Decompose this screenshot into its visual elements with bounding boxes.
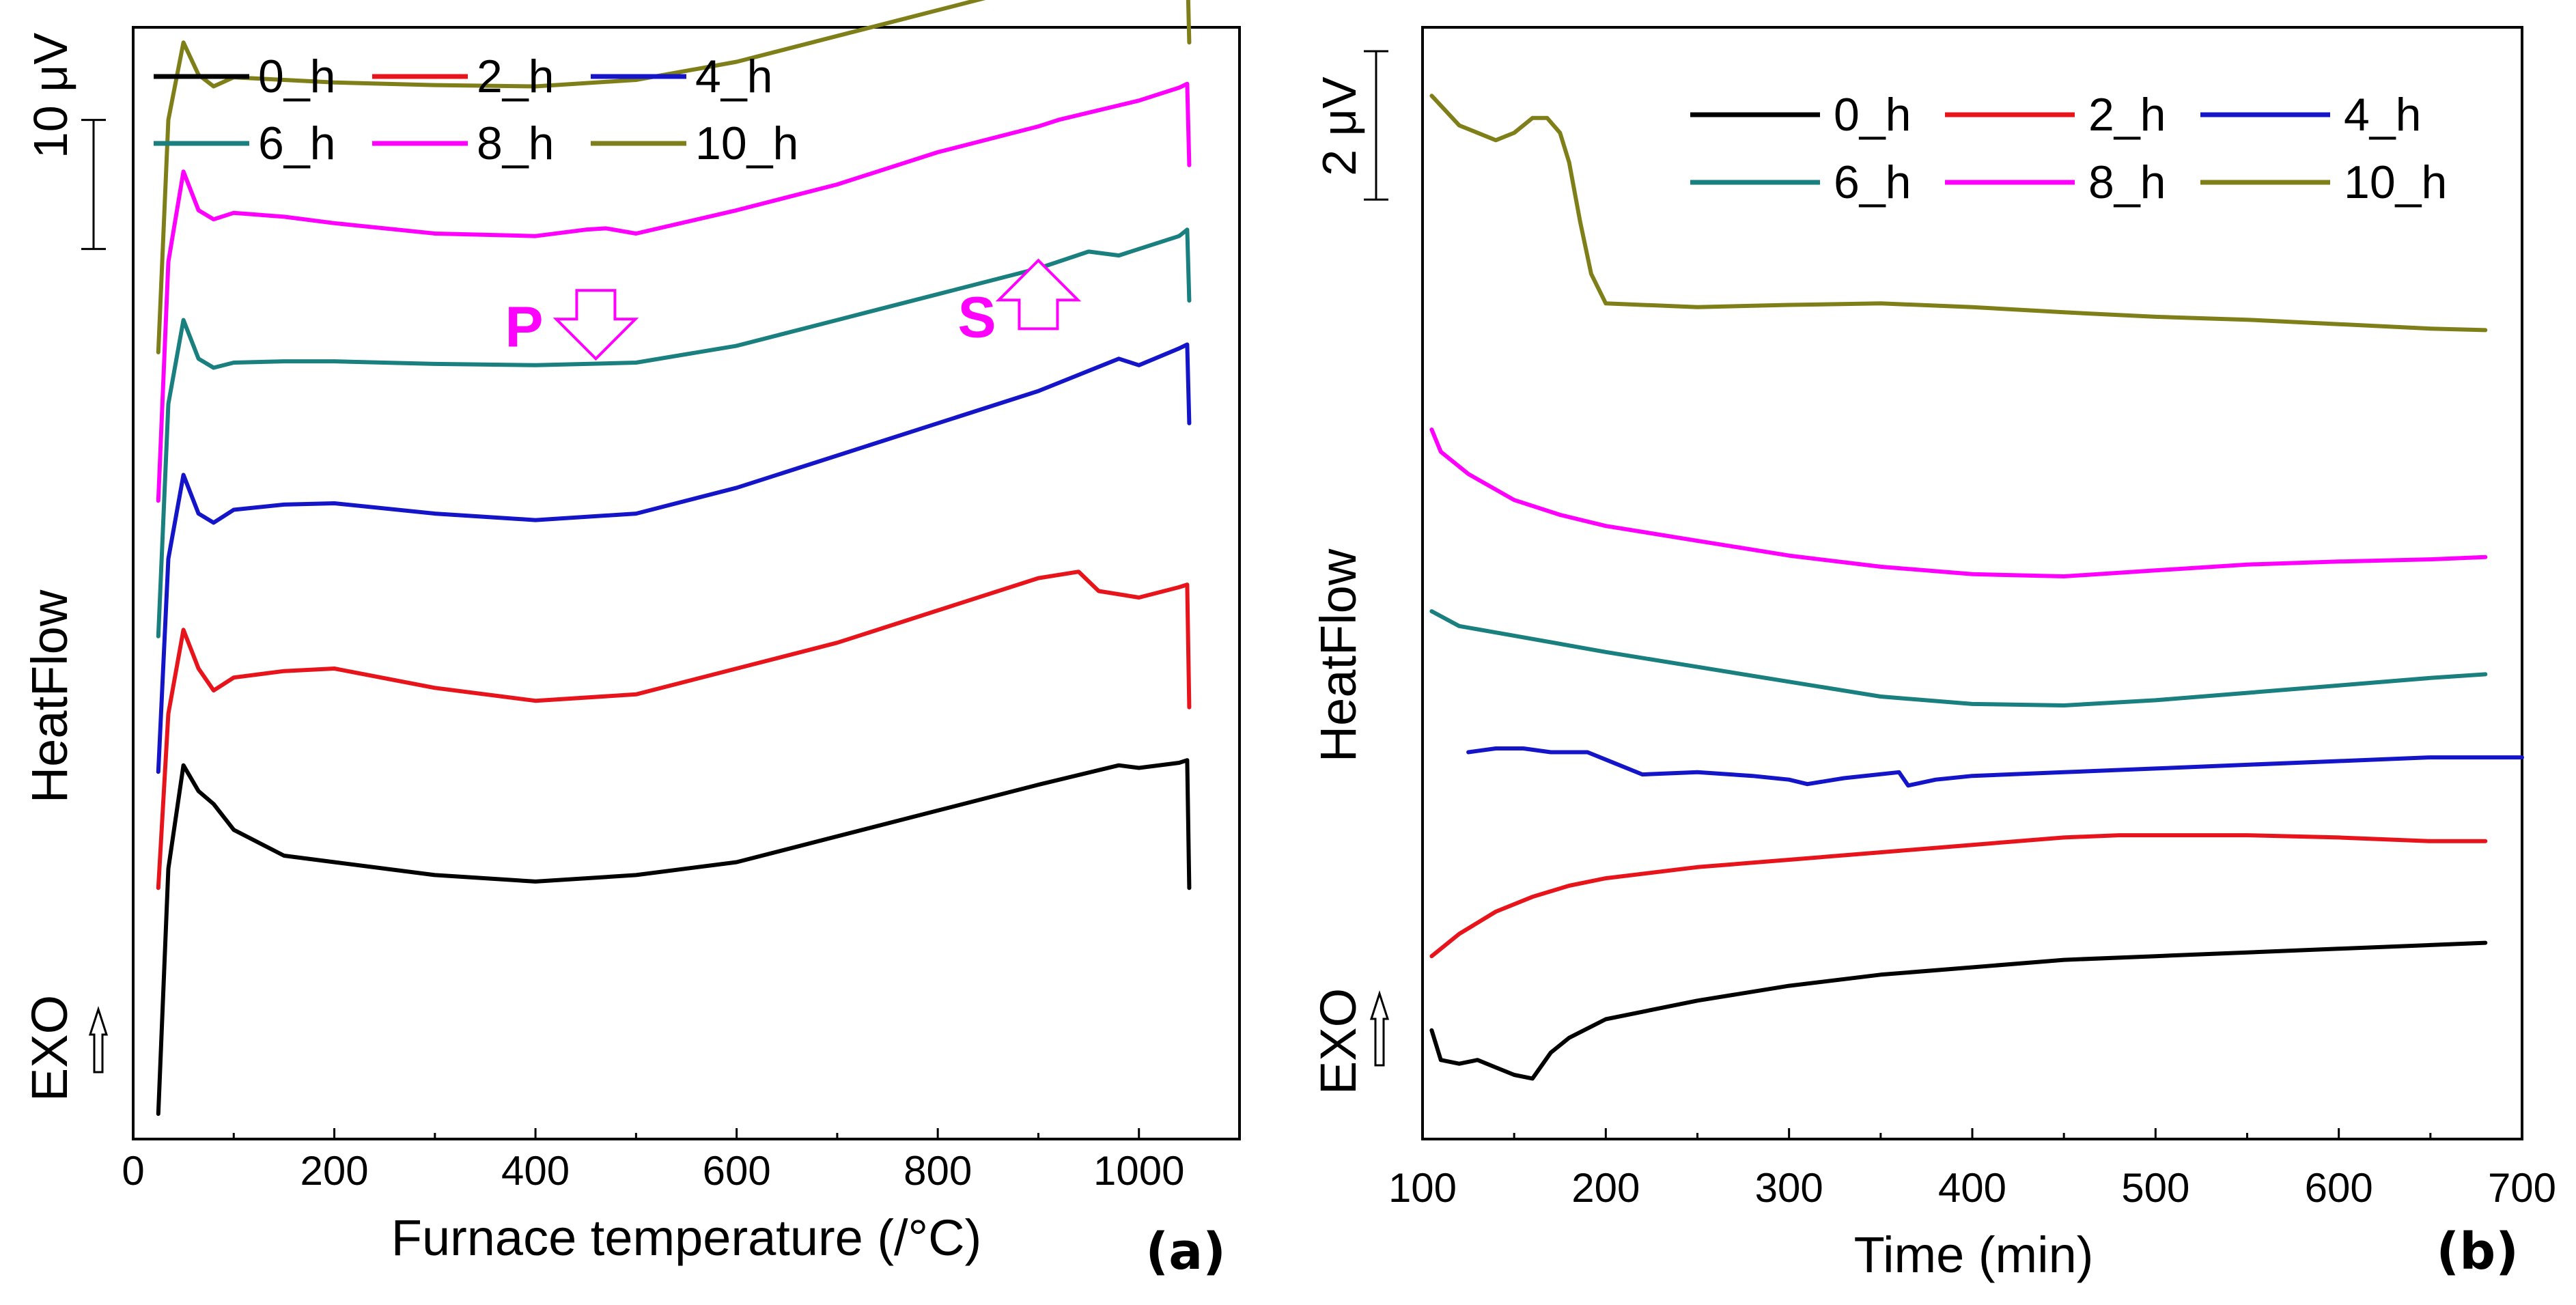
legend-b-label-8h: 8_h [2088,156,2166,208]
panel-b-scale-bar [1364,50,1388,201]
x-tick-label: 100 [1388,1165,1457,1211]
panel-a-scale-bar-label: 10 μV [24,33,77,159]
panel-b-x-ticks: 100 200 300 400 500 600 700 [1388,1128,2556,1211]
series-line-a-2h [156,570,1192,890]
legend-a-label-8h: 8_h [477,117,554,169]
panel-a-exo-label: EXO [21,995,78,1101]
x-tick-label: 600 [2305,1165,2373,1211]
x-tick-label: 500 [2121,1165,2189,1211]
panel-b-panel-label: (b) [2436,1222,2519,1281]
annotation-p-down-arrow-icon [552,289,639,361]
panel-b: 100 200 300 400 500 600 700 Time (min) (b) Hea… [1310,26,2556,1283]
series-line-b-8h [1429,427,2488,578]
legend-b-label-10h: 10_h [2344,156,2447,208]
series-line-b-2h [1429,833,2488,959]
legend-b-label-6h: 6_h [1834,156,1911,208]
x-tick-label: 200 [1571,1165,1640,1211]
legend-a-label-10h: 10_h [695,117,798,169]
panel-b-exo-arrow-icon [1369,990,1390,1067]
series-line-a-0h [156,758,1192,1117]
legend-b-label-4h: 4_h [2344,89,2421,141]
x-tick-label: 400 [501,1148,570,1194]
panel-a-scale-bar [81,119,106,251]
panel-a-frame [132,26,1241,1140]
panel-b-exo-label: EXO [1310,988,1367,1095]
series-line-b-0h [1429,940,2488,1081]
x-tick-label: 300 [1755,1165,1823,1211]
annotation-s: S [957,285,996,349]
annotation-s-up-arrow-icon [995,258,1082,331]
panel-a-x-ticks: 0 200 400 600 800 1000 [122,1128,1184,1194]
legend-b-label-0h: 0_h [1834,89,1911,141]
series-line-b-4h [1466,746,2524,788]
panel-a-panel-label: (a) [1145,1222,1226,1281]
panel-b-legend: 0_h 2_h 4_h 6_h 8_h 10_h [1690,89,2447,208]
x-tick-label: 600 [703,1148,771,1194]
x-tick-label: 0 [122,1148,144,1194]
panel-b-scale-bar-label: 2 μV [1313,76,1366,176]
panel-b-series-group [1429,94,2524,1081]
legend-a-label-2h: 2_h [477,51,554,102]
panel-b-y-axis-label: HeatFlow [1310,548,1367,762]
series-line-a-8h [156,81,1192,503]
series-line-b-10h [1429,94,2488,333]
panel-a: 0 200 400 600 800 1000 Furnace temperature (/… [21,0,1241,1281]
x-tick-label: 1000 [1093,1148,1184,1194]
panel-b-x-axis-label: Time (min) [1854,1226,2094,1283]
legend-a-label-6h: 6_h [258,117,335,169]
x-tick-label: 200 [300,1148,368,1194]
annotation-p: P [505,294,543,359]
legend-b-label-2h: 2_h [2088,89,2166,141]
panel-a-exo-arrow-icon [88,1006,109,1074]
series-line-b-6h [1429,609,2488,707]
x-tick-label: 800 [904,1148,972,1194]
series-line-a-6h [156,227,1192,639]
legend-a-label-4h: 4_h [695,51,772,102]
legend-a-label-0h: 0_h [258,51,335,102]
panel-a-y-axis-label: HeatFlow [21,589,78,803]
panel-a-x-axis-label: Furnace temperature (/°C) [391,1209,981,1266]
x-tick-label: 700 [2488,1165,2556,1211]
series-line-a-4h [156,342,1192,774]
panel-a-legend: 0_h 2_h 4_h 6_h 8_h 10_h [154,51,798,169]
x-tick-label: 400 [1938,1165,2006,1211]
